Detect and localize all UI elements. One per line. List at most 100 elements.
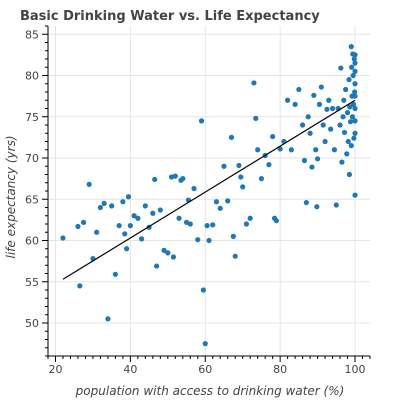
- data-point: [200, 287, 206, 293]
- y-tick-label: 85: [25, 28, 39, 41]
- data-point: [125, 194, 132, 200]
- data-point: [322, 138, 328, 145]
- data-point: [328, 126, 334, 132]
- data-point: [127, 223, 133, 229]
- y-tick-label: 80: [25, 70, 39, 83]
- data-point: [347, 119, 354, 125]
- data-point: [326, 97, 332, 103]
- data-point: [238, 174, 244, 180]
- data-point: [352, 52, 358, 58]
- x-tick-label: 40: [123, 363, 137, 376]
- data-point: [320, 122, 326, 128]
- data-point: [346, 77, 352, 83]
- x-axis-label: population with access to drinking water…: [75, 384, 345, 398]
- data-point: [176, 215, 182, 221]
- data-point: [202, 341, 208, 347]
- data-point: [349, 64, 355, 70]
- data-point: [285, 97, 291, 103]
- y-axis-label: life expectancy (yrs): [4, 136, 18, 259]
- data-point: [247, 215, 253, 221]
- data-point: [344, 151, 350, 157]
- data-point: [120, 199, 126, 205]
- fit-line-layer: [62, 99, 356, 280]
- data-point: [198, 118, 205, 124]
- data-point: [240, 184, 246, 190]
- data-point: [86, 181, 92, 187]
- data-point: [228, 134, 235, 140]
- data-point: [122, 231, 128, 237]
- data-point: [296, 86, 302, 93]
- data-point: [339, 159, 345, 165]
- data-point: [232, 253, 238, 259]
- data-point: [77, 283, 83, 289]
- y-tick-label: 55: [25, 276, 39, 289]
- data-point: [341, 97, 347, 103]
- data-point: [217, 205, 223, 211]
- data-point: [341, 129, 348, 136]
- data-point: [303, 199, 309, 206]
- data-point: [230, 233, 236, 239]
- data-point: [131, 213, 137, 219]
- data-point: [116, 223, 122, 229]
- data-point: [75, 223, 81, 230]
- axes-layer: 20 40 60 80 100 50 55 60 65 70 75 80 85: [25, 25, 371, 376]
- data-point: [350, 101, 357, 107]
- data-point: [352, 105, 358, 112]
- data-point: [253, 115, 259, 121]
- data-point: [348, 143, 354, 149]
- data-point: [318, 84, 324, 90]
- data-point: [288, 147, 294, 153]
- data-point: [352, 81, 358, 87]
- data-point: [225, 198, 231, 204]
- data-point: [352, 192, 358, 198]
- data-point: [124, 246, 130, 252]
- data-point: [251, 80, 257, 86]
- data-point: [333, 202, 339, 208]
- data-point: [210, 222, 216, 228]
- y-tick-label: 60: [25, 235, 39, 248]
- points-layer: [60, 44, 358, 347]
- data-point: [329, 105, 336, 112]
- data-point: [314, 156, 321, 162]
- data-point: [150, 210, 156, 216]
- data-point: [343, 86, 349, 93]
- data-point: [213, 199, 220, 205]
- data-point: [301, 157, 308, 164]
- chart-title: Basic Drinking Water vs. Life Expectancy: [20, 9, 320, 24]
- data-point: [206, 237, 212, 244]
- data-point: [351, 56, 357, 62]
- data-point: [314, 204, 320, 210]
- data-point: [350, 72, 356, 79]
- data-point: [243, 221, 250, 227]
- data-point: [270, 133, 276, 140]
- data-point: [324, 106, 330, 112]
- data-point: [101, 200, 107, 206]
- data-point: [112, 271, 118, 277]
- data-point: [309, 164, 315, 170]
- data-point: [170, 254, 177, 260]
- data-point: [349, 114, 356, 120]
- data-point: [352, 89, 358, 95]
- data-point: [352, 68, 358, 74]
- data-point: [142, 203, 148, 209]
- data-point: [195, 237, 201, 243]
- data-point: [352, 60, 358, 66]
- y-tick-label: 70: [25, 152, 39, 165]
- data-point: [316, 101, 323, 107]
- data-point: [139, 236, 145, 242]
- data-point: [305, 114, 311, 120]
- data-point: [105, 316, 111, 322]
- data-point: [307, 130, 313, 136]
- data-point: [351, 135, 357, 141]
- data-point: [311, 92, 317, 98]
- regression-line: [62, 99, 356, 280]
- data-point: [221, 163, 227, 169]
- data-point: [180, 176, 186, 182]
- x-tick-label: 80: [273, 363, 287, 376]
- data-point: [187, 221, 193, 227]
- data-point: [191, 185, 197, 192]
- x-tick-label: 20: [48, 363, 62, 376]
- data-point: [352, 93, 358, 99]
